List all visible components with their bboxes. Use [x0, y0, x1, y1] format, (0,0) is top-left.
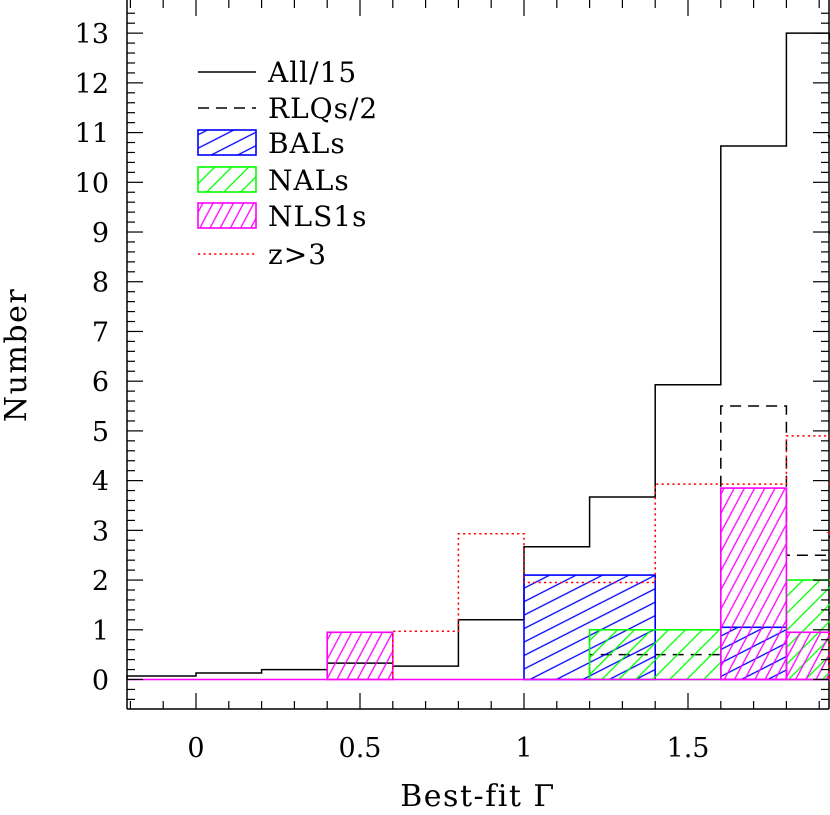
bin-z-3-1 — [458, 534, 524, 680]
series-outline-z-3 — [392, 435, 830, 680]
bin-nls1s-0 — [326, 631, 394, 681]
legend-item-nals: NALs — [197, 164, 350, 197]
y-tick-label: 10 — [75, 168, 109, 199]
y-tick-label: 12 — [75, 69, 109, 100]
bin-all-15-2 — [262, 670, 328, 680]
legend-item-z-3: z>3 — [198, 238, 327, 271]
y-tick-label: 11 — [75, 119, 109, 150]
series-layer — [126, 32, 830, 681]
ticks-layer — [127, 0, 829, 709]
y-tick-label: 1 — [92, 616, 109, 647]
bin-all-15-5 — [458, 620, 524, 680]
x-tick-label: 1.5 — [667, 733, 710, 764]
bin-all-15-1 — [196, 673, 262, 679]
x-tick-label: 0.5 — [339, 733, 382, 764]
legend-label-all-15: All/15 — [267, 56, 357, 89]
bin-nls1s-1 — [719, 487, 788, 681]
y-tick-label: 13 — [75, 19, 109, 50]
bin-nals-0 — [588, 628, 722, 681]
y-tick-label: 3 — [92, 516, 109, 547]
x-tick-label: 1 — [515, 733, 532, 764]
bin-z-3-0 — [393, 631, 459, 679]
legend-item-all-15: All/15 — [198, 56, 357, 89]
y-tick-label: 4 — [92, 467, 109, 498]
legend-item-nls1s: NLS1s — [197, 200, 367, 233]
y-tick-label: 6 — [92, 367, 109, 398]
y-tick-label: 7 — [92, 317, 109, 348]
x-axis-label: Best-fit Γ — [400, 779, 556, 814]
bin-all-15-4 — [393, 666, 459, 679]
legend-label-nls1s: NLS1s — [268, 200, 367, 233]
legend-swatch-bals — [197, 129, 257, 156]
legend-label-rlqs-2: RLQs/2 — [268, 92, 378, 125]
y-axis-label: Number — [0, 288, 34, 422]
legend-swatch-nls1s — [197, 202, 257, 229]
legend-label-bals: BALs — [268, 127, 346, 160]
legend-item-rlqs-2: RLQs/2 — [198, 92, 378, 125]
legend-item-bals: BALs — [197, 127, 346, 160]
series-z-3 — [392, 435, 830, 680]
y-tick-label: 8 — [92, 268, 109, 299]
legend-label-nals: NALs — [268, 164, 350, 197]
y-tick-label: 5 — [92, 417, 109, 448]
y-tick-label: 9 — [92, 218, 109, 249]
y-tick-label: 2 — [92, 566, 109, 597]
series-nls1s — [326, 487, 830, 681]
legend-swatch-nals — [197, 166, 257, 193]
y-tick-label: 0 — [92, 666, 109, 697]
legend-label-z-3: z>3 — [268, 238, 327, 271]
x-tick-label: 0 — [187, 733, 204, 764]
